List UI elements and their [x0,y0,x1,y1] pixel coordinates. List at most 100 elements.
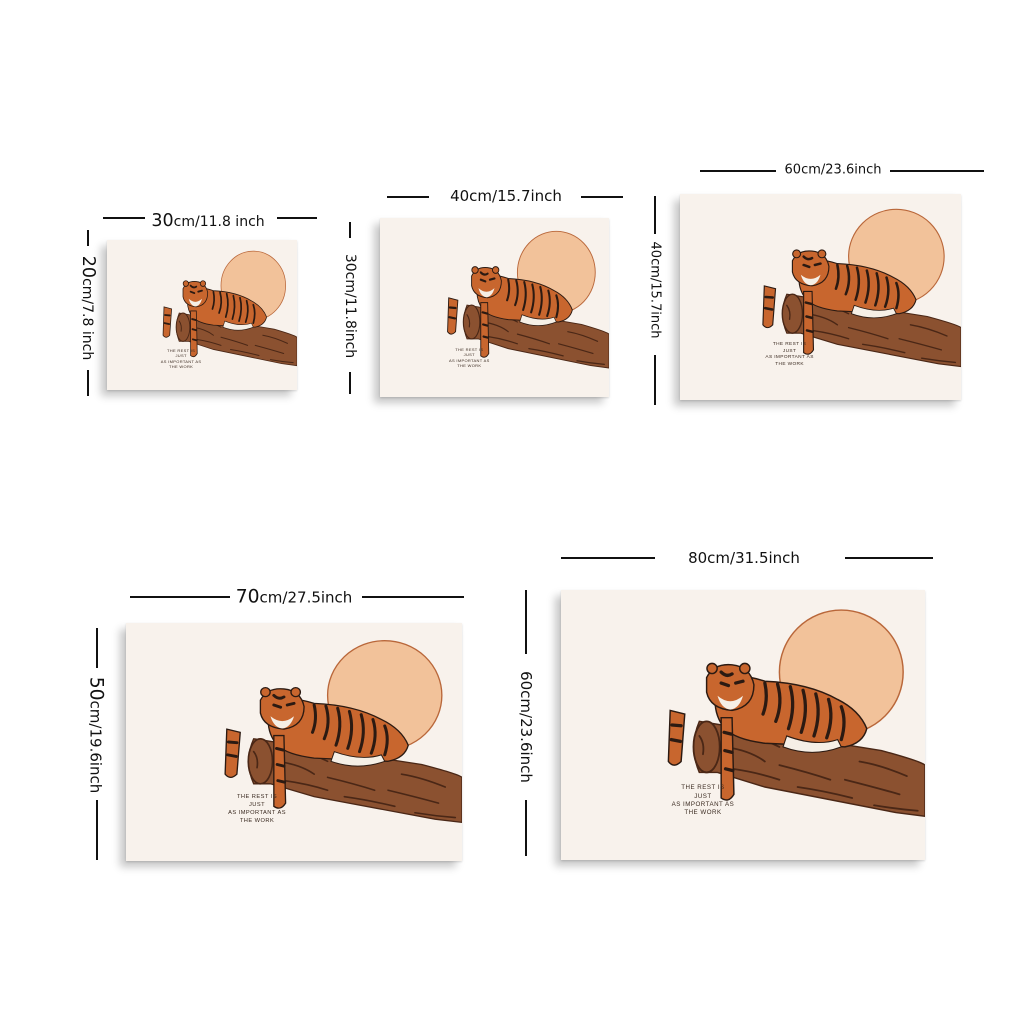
tiger-ear [792,249,802,259]
quote-line: THE REST IS [681,784,725,792]
width-dimension-line [103,217,145,219]
quote-line: THE REST IS [236,794,278,801]
tiger-leg [190,310,198,358]
height-dimension-line [654,355,656,405]
quote-line: AS IMPORTANT AS [449,357,490,363]
tiger-artwork [380,218,609,397]
tiger-ear [471,266,479,274]
quote-line: THE WORK [775,361,804,367]
tiger-head [705,663,755,712]
tiger-muzzle [800,274,821,286]
width-label: 60cm/23.6inch [784,162,882,178]
quote-line: THE WORK [684,809,722,817]
width-label: 40cm/15.7inch [450,187,562,205]
quote-line: AS IMPORTANT AS [765,355,814,361]
tiger-leg [720,716,735,801]
tiger-ear [199,280,206,287]
tiger-artwork [561,590,925,860]
trunk-end [781,293,804,334]
quote-line: THE WORK [239,817,275,824]
bark-texture [698,735,919,812]
width-dimension-line [130,596,230,598]
width-label: 70cm/27.5inch [235,586,353,608]
quote-text: THE REST IS JUST AS IMPORTANT AS THE WORK [672,784,735,817]
height-label: 30cm/11.8inch [342,253,358,359]
height-dimension-line [87,370,89,396]
width-label: 80cm/31.5inch [688,549,800,567]
quote-line: JUST [782,348,797,354]
tiger-artwork [680,194,961,400]
quote-text: THE REST IS JUST AS IMPORTANT AS THE WORK [449,347,490,369]
quote-line: THE REST IS [167,348,196,353]
trunk-end [462,304,481,340]
tiger-stripes [226,693,389,784]
tiger-belly [782,735,843,753]
trunk-end [692,720,721,774]
height-dimension-line [96,628,98,668]
height-label: 40cm/15.7inch [647,241,663,339]
tiger-artwork [126,623,462,861]
canvas-print-30x20[interactable]: THE REST IS JUST AS IMPORTANT AS THE WORK [107,240,297,390]
quote-text: THE REST IS JUST AS IMPORTANT AS THE WORK [228,794,286,825]
width-dimension-line [700,170,776,172]
canvas-print-80x60[interactable]: THE REST IS JUST AS IMPORTANT AS THE WORK [561,590,925,860]
tiger-head [259,688,305,730]
quote-line: JUST [463,352,475,358]
tiger-muzzle [478,288,495,298]
canvas-print-70x50[interactable]: THE REST IS JUST AS IMPORTANT AS THE WORK [126,623,462,861]
width-dimension-line [387,196,429,198]
quote-line: THE WORK [169,364,194,370]
tiger-ear [491,266,500,274]
quote-line: JUST [248,802,266,809]
height-label: 50cm/19.6inch [85,676,107,794]
tiger-belly [519,314,557,327]
tiger-ear [290,687,302,698]
bark-texture [178,320,294,364]
quote-line: THE REST IS [772,342,807,348]
canvas-print-60x40[interactable]: THE REST IS JUST AS IMPORTANT AS THE WORK [680,194,961,400]
tiger-muzzle [188,298,202,307]
width-dimension-line [845,557,933,559]
tiger-belly [330,751,386,767]
tiger-belly [850,304,897,319]
tiger-belly [222,320,254,331]
height-dimension-line [525,800,527,856]
width-dimension-line [362,596,464,598]
width-dimension-line [277,217,317,219]
tiger-head [791,250,830,287]
trunk-end [247,737,274,785]
tiger-leg [273,734,287,809]
tiger-stripes [448,271,560,339]
height-dimension-line [654,196,656,234]
canvas-print-40x30[interactable]: THE REST IS JUST AS IMPORTANT AS THE WORK [380,218,609,397]
bark-texture [786,304,957,364]
tiger-stripes [669,670,846,773]
tiger-stripes [163,284,256,342]
tiger-leg [480,302,490,358]
height-label: 20cm/7.8 inch [78,255,98,361]
tiger-ear [182,280,189,287]
trunk-end [175,312,191,342]
height-dimension-line [96,800,98,860]
quote-line: AS IMPORTANT AS [160,358,202,364]
quote-text: THE REST IS JUST AS IMPORTANT AS THE WORK [161,348,202,370]
tiger-muzzle [717,695,743,710]
quote-text: THE REST IS JUST AS IMPORTANT AS THE WORK [765,342,813,368]
height-dimension-line [349,372,351,394]
width-dimension-line [561,557,655,559]
height-label: 60cm/23.6inch [517,671,535,783]
height-dimension-line [87,230,89,246]
quote-line: AS IMPORTANT AS [228,809,286,816]
width-dimension-line [890,170,984,172]
tiger-ear [738,662,751,675]
tiger-head [471,266,502,299]
tiger-artwork [107,240,297,390]
quote-line: JUST [694,792,712,800]
quote-line: AS IMPORTANT AS [671,801,735,809]
tiger-head [182,281,209,308]
